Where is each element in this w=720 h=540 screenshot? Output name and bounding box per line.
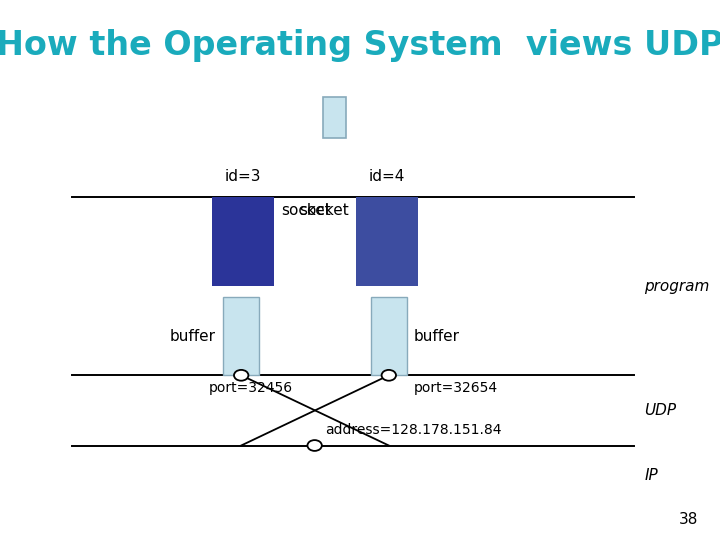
Text: id=4: id=4 <box>369 168 405 184</box>
Text: program: program <box>644 279 710 294</box>
Text: address=128.178.151.84: address=128.178.151.84 <box>325 423 502 437</box>
Text: How the Operating System  views UDP: How the Operating System views UDP <box>0 29 720 63</box>
Text: socket: socket <box>281 203 330 218</box>
Text: 38: 38 <box>679 511 698 526</box>
Text: IP: IP <box>644 468 658 483</box>
Text: port=32654: port=32654 <box>414 381 498 395</box>
Circle shape <box>307 440 322 451</box>
Text: buffer: buffer <box>414 329 460 343</box>
Circle shape <box>382 370 396 381</box>
Bar <box>323 97 346 138</box>
Bar <box>371 297 407 375</box>
Text: socket: socket <box>300 203 349 218</box>
Text: port=32456: port=32456 <box>209 381 293 395</box>
Bar <box>212 197 274 286</box>
Text: id=3: id=3 <box>225 168 261 184</box>
Circle shape <box>234 370 248 381</box>
Text: UDP: UDP <box>644 403 677 418</box>
Bar <box>356 197 418 286</box>
Bar <box>223 297 259 375</box>
Text: buffer: buffer <box>170 329 216 343</box>
